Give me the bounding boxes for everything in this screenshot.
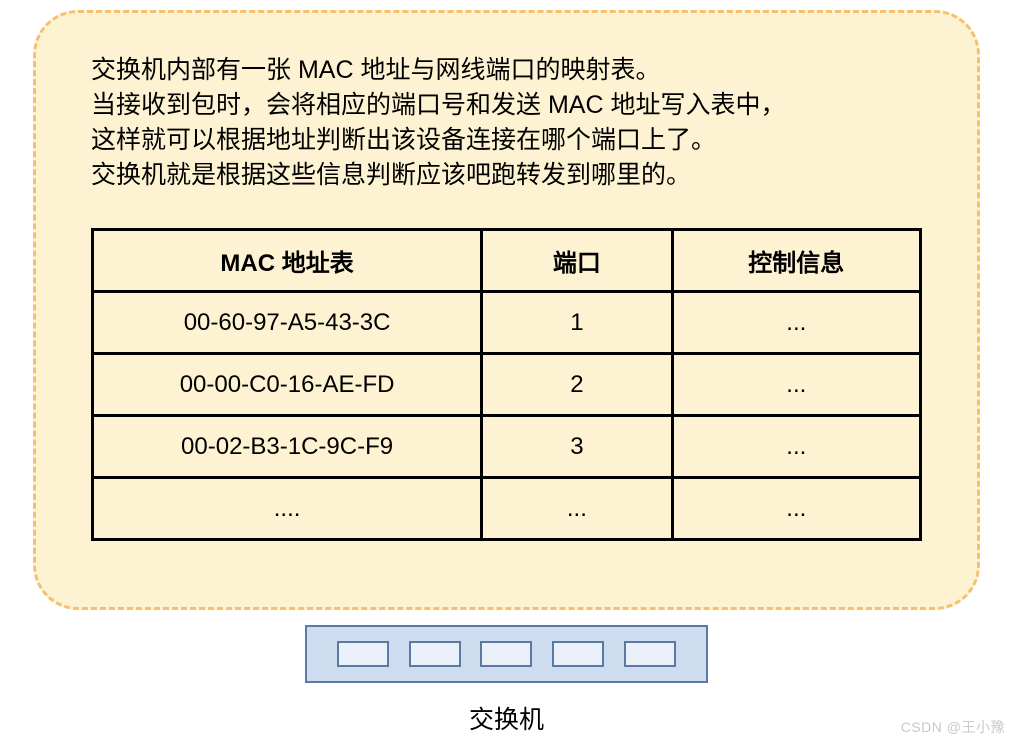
cell-ctrl: ... <box>672 416 920 478</box>
description-line: 交换机内部有一张 MAC 地址与网线端口的映射表。 <box>91 53 922 88</box>
cell-port: 1 <box>482 292 672 354</box>
table-row: 00-02-B3-1C-9C-F9 3 ... <box>93 416 921 478</box>
col-header-ctrl: 控制信息 <box>672 230 920 292</box>
description-line: 交换机就是根据这些信息判断应该吧跑转发到哪里的。 <box>91 158 922 193</box>
cell-mac: .... <box>93 478 482 540</box>
cell-port: 3 <box>482 416 672 478</box>
cell-port: ... <box>482 478 672 540</box>
description-line: 当接收到包时，会将相应的端口号和发送 MAC 地址写入表中， <box>91 88 922 123</box>
cell-mac: 00-00-C0-16-AE-FD <box>93 354 482 416</box>
switch-port-icon <box>337 641 389 667</box>
switch-port-icon <box>624 641 676 667</box>
table-row: 00-00-C0-16-AE-FD 2 ... <box>93 354 921 416</box>
mac-address-table: MAC 地址表 端口 控制信息 00-60-97-A5-43-3C 1 ... … <box>91 228 922 541</box>
switch-label: 交换机 <box>0 700 1013 736</box>
switch-port-icon <box>480 641 532 667</box>
table-row: .... ... ... <box>93 478 921 540</box>
switch-port-icon <box>409 641 461 667</box>
cell-ctrl: ... <box>672 478 920 540</box>
cell-port: 2 <box>482 354 672 416</box>
cell-ctrl: ... <box>672 354 920 416</box>
col-header-port: 端口 <box>482 230 672 292</box>
cell-mac: 00-60-97-A5-43-3C <box>93 292 482 354</box>
table-header-row: MAC 地址表 端口 控制信息 <box>93 230 921 292</box>
description-block: 交换机内部有一张 MAC 地址与网线端口的映射表。 当接收到包时，会将相应的端口… <box>91 53 922 193</box>
description-line: 这样就可以根据地址判断出该设备连接在哪个端口上了。 <box>91 123 922 158</box>
switch-port-icon <box>552 641 604 667</box>
table-row: 00-60-97-A5-43-3C 1 ... <box>93 292 921 354</box>
watermark-text: CSDN @王小豫 <box>901 717 1005 737</box>
col-header-mac: MAC 地址表 <box>93 230 482 292</box>
switch-device <box>305 625 708 683</box>
callout-bubble: 交换机内部有一张 MAC 地址与网线端口的映射表。 当接收到包时，会将相应的端口… <box>33 10 980 610</box>
cell-ctrl: ... <box>672 292 920 354</box>
cell-mac: 00-02-B3-1C-9C-F9 <box>93 416 482 478</box>
